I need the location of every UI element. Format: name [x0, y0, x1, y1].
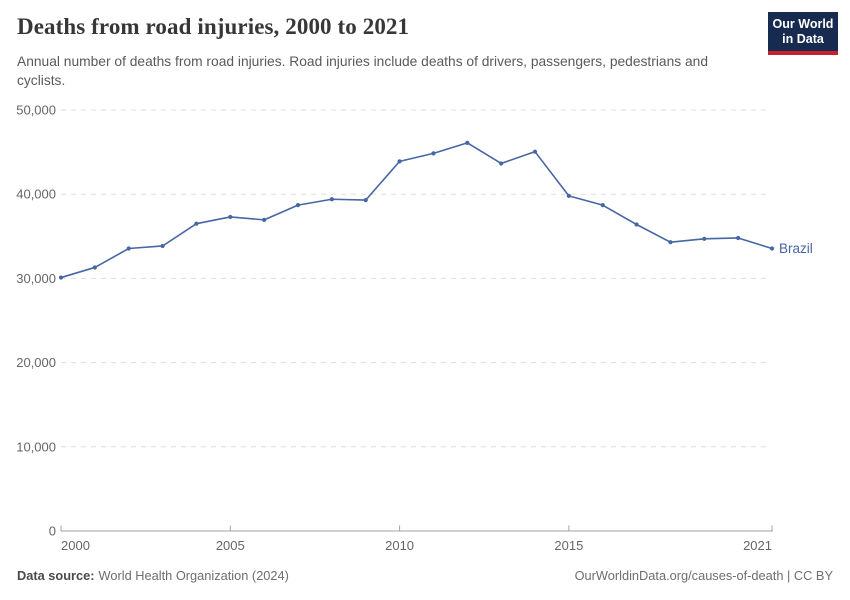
data-point[interactable]: [736, 235, 741, 241]
data-point[interactable]: [329, 197, 334, 202]
y-axis-label: 20,000: [16, 355, 56, 370]
data-point[interactable]: [58, 275, 64, 280]
page-title: Deaths from road injuries, 2000 to 2021: [17, 14, 410, 39]
data-point[interactable]: [668, 240, 673, 245]
chart-footer: Data source: World Health Organization (2…: [17, 568, 833, 584]
data-point[interactable]: [499, 161, 504, 166]
data-point[interactable]: [600, 203, 605, 208]
y-axis-label: 30,000: [16, 271, 56, 286]
x-axis-label: 2000: [61, 538, 90, 553]
data-point[interactable]: [532, 149, 538, 154]
data-point[interactable]: [634, 222, 639, 227]
y-axis-label: 50,000: [16, 103, 56, 118]
data-point[interactable]: [465, 140, 470, 145]
data-point[interactable]: [92, 265, 97, 270]
x-axis-label: 2005: [216, 538, 245, 553]
y-axis-label: 0: [49, 524, 56, 539]
data-source: Data source: World Health Organization (2…: [17, 568, 289, 584]
data-line[interactable]: [60, 142, 773, 279]
data-point[interactable]: [295, 203, 301, 208]
credit-link[interactable]: OurWorldinData.org/causes-of-death | CC …: [574, 568, 833, 583]
data-point[interactable]: [769, 246, 775, 251]
y-axis-label: 10,000: [16, 439, 56, 454]
data-point[interactable]: [431, 151, 436, 156]
data-point[interactable]: [194, 221, 199, 226]
owid-logo-line2: in Data: [782, 31, 824, 46]
data-point[interactable]: [126, 246, 131, 251]
data-point[interactable]: [702, 236, 707, 241]
data-point[interactable]: [397, 159, 402, 164]
x-axis-label: 2021: [743, 538, 772, 553]
data-point[interactable]: [363, 197, 368, 203]
owid-logo[interactable]: Our World in Data: [768, 12, 838, 55]
data-point[interactable]: [262, 217, 267, 222]
series-label[interactable]: Brazil: [779, 241, 813, 256]
data-point[interactable]: [160, 243, 165, 249]
data-point[interactable]: [566, 193, 571, 198]
chart-subtitle: Annual number of deaths from road injuri…: [17, 54, 709, 88]
data-source-text: World Health Organization (2024): [98, 568, 289, 583]
data-source-label: Data source:: [17, 568, 95, 583]
data-point[interactable]: [228, 214, 233, 220]
owid-logo-line1: Our World: [772, 17, 834, 31]
y-axis-label: 40,000: [16, 187, 56, 202]
x-axis-label: 2010: [385, 538, 414, 553]
x-axis-label: 2015: [554, 538, 583, 553]
